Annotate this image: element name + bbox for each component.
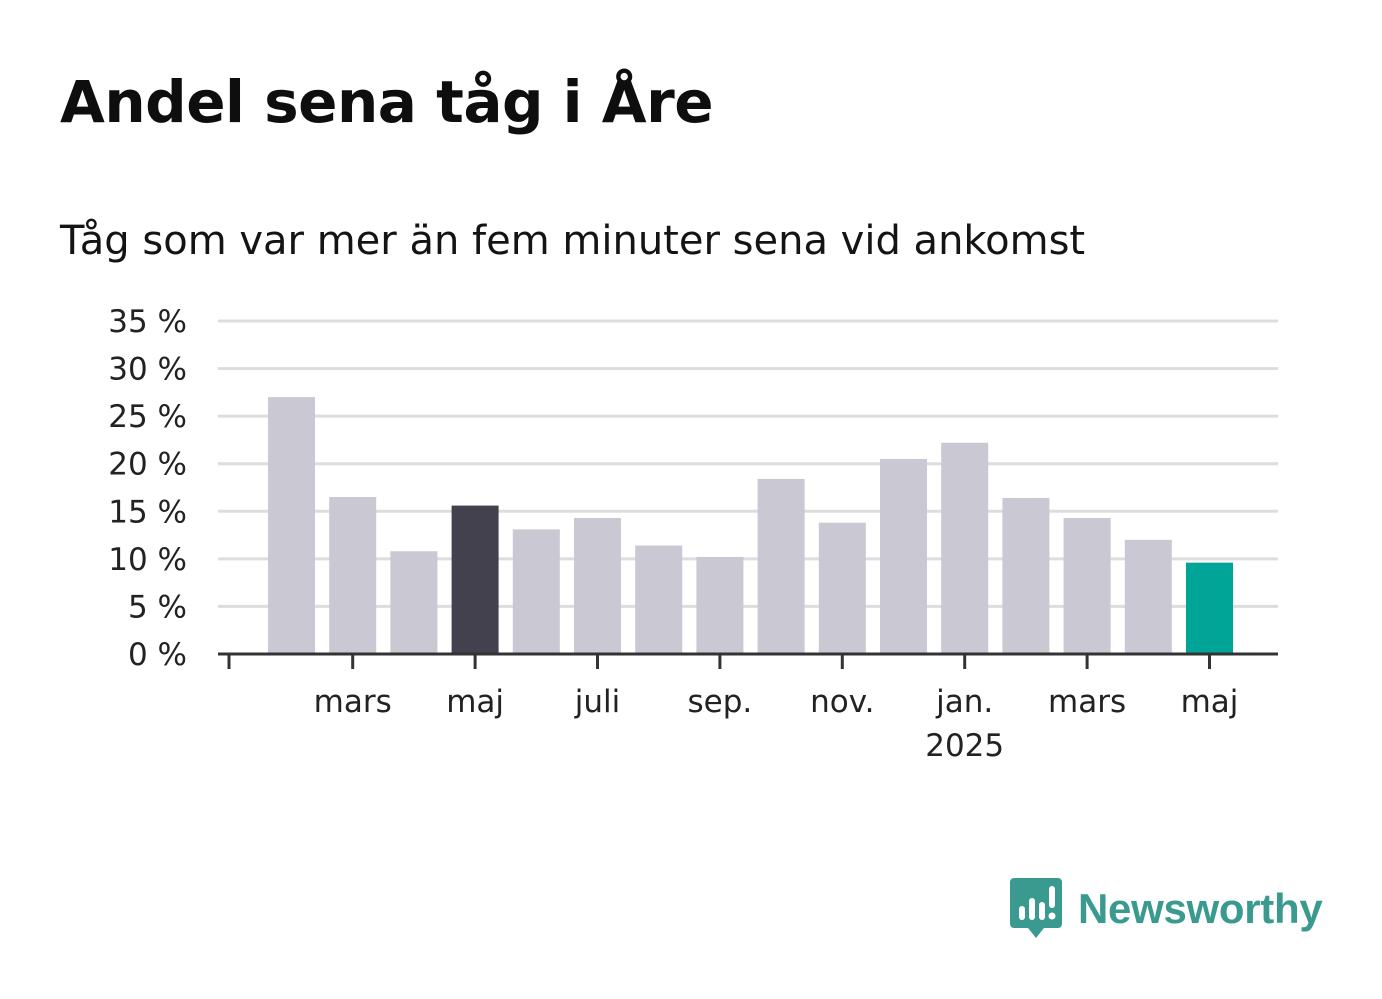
y-tick-label: 5 % bbox=[128, 589, 187, 625]
x-tick-label: nov. bbox=[810, 684, 874, 720]
bar bbox=[818, 522, 866, 654]
brand-name: Newsworthy bbox=[1078, 885, 1323, 932]
x-axis: mars maj juli sep. nov. jan. 2025 mars maj bbox=[218, 652, 1278, 764]
x-tick-label: maj bbox=[446, 684, 504, 720]
chart-title: Andel sena tåg i Åre bbox=[60, 68, 714, 136]
bar bbox=[1063, 517, 1111, 654]
bars bbox=[268, 397, 1233, 654]
y-tick-label: 35 % bbox=[108, 304, 187, 340]
y-tick-label: 25 % bbox=[108, 399, 187, 435]
bar bbox=[1124, 539, 1172, 654]
x-tick-sublabel: 2025 bbox=[925, 728, 1004, 764]
bar bbox=[941, 442, 989, 654]
y-tick-label: 0 % bbox=[128, 637, 187, 673]
bar bbox=[390, 551, 438, 654]
y-axis-labels: 0 % 5 % 10 % 15 % 20 % 25 % 30 % 35 % bbox=[108, 304, 187, 673]
y-tick-label: 10 % bbox=[108, 542, 187, 578]
chart-subtitle: Tåg som var mer än fem minuter sena vid … bbox=[60, 218, 1086, 264]
brand-logo: Newsworthy bbox=[1010, 878, 1323, 940]
bar bbox=[880, 458, 927, 654]
x-tick-label: sep. bbox=[688, 684, 753, 720]
bar bbox=[451, 505, 499, 654]
gridlines bbox=[218, 319, 1278, 608]
bar bbox=[635, 545, 683, 654]
x-tick-label: maj bbox=[1181, 684, 1239, 720]
bar bbox=[696, 556, 744, 654]
x-tick-label: mars bbox=[1048, 684, 1126, 720]
x-tick-label: mars bbox=[314, 684, 392, 720]
y-tick-label: 15 % bbox=[108, 494, 187, 530]
bar bbox=[329, 497, 377, 654]
y-tick-label: 20 % bbox=[108, 447, 187, 483]
bar bbox=[512, 529, 560, 654]
bar bbox=[268, 397, 315, 654]
bar bbox=[574, 517, 621, 654]
y-tick-label: 30 % bbox=[108, 352, 187, 388]
bar bbox=[757, 478, 805, 654]
bar bbox=[1186, 562, 1233, 654]
x-tick-label: juli bbox=[574, 684, 621, 720]
x-tick-label: jan. bbox=[935, 684, 993, 720]
bar bbox=[1002, 497, 1050, 654]
bar-chart-speech-bubble-icon bbox=[1010, 878, 1062, 938]
